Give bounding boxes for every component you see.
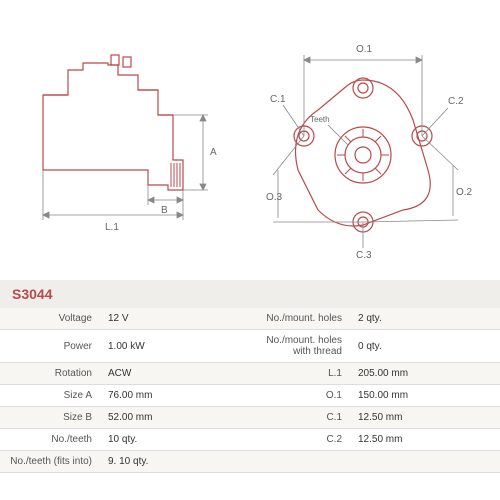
spec-label: C.2 — [250, 429, 350, 451]
spec-value: 12.50 mm — [350, 429, 500, 451]
spec-value: 2 qty. — [350, 308, 500, 330]
spec-value: 52.00 mm — [100, 407, 250, 429]
dim-label-C1: C.1 — [270, 94, 286, 105]
spec-label: O.1 — [250, 385, 350, 407]
spec-row: Voltage12 VNo./mount. holes2 qty. — [0, 308, 500, 330]
spec-value: 12 V — [100, 308, 250, 330]
spec-label: No./teeth (fits into) — [0, 451, 100, 473]
dim-label-teeth: Teeth — [310, 115, 330, 124]
spec-value: 205.00 mm — [350, 363, 500, 385]
spec-table: Voltage12 VNo./mount. holes2 qty.Power1.… — [0, 308, 500, 473]
spec-row: Power1.00 kWNo./mount. holes with thread… — [0, 330, 500, 363]
spec-row: No./teeth (fits into)9. 10 qty. — [0, 451, 500, 473]
spec-row: Size A76.00 mmO.1150.00 mm — [0, 385, 500, 407]
dim-label-O1: O.1 — [356, 44, 373, 55]
spec-value: 76.00 mm — [100, 385, 250, 407]
dim-label-B: B — [161, 205, 168, 216]
side-view-drawing: L.1 B A — [23, 35, 223, 255]
drawings-area: L.1 B A — [0, 0, 500, 280]
spec-label: No./mount. holes with thread — [250, 330, 350, 363]
spec-row: Size B52.00 mmC.112.50 mm — [0, 407, 500, 429]
spec-value: 150.00 mm — [350, 385, 500, 407]
spec-label: L.1 — [250, 363, 350, 385]
spec-value: 0 qty. — [350, 330, 500, 363]
part-code: S3044 — [0, 280, 500, 308]
spec-row: No./teeth10 qty.C.212.50 mm — [0, 429, 500, 451]
spec-value: 9. 10 qty. — [100, 451, 250, 473]
dim-label-C3: C.3 — [356, 250, 372, 260]
spec-value: 12.50 mm — [350, 407, 500, 429]
spec-row: RotationACWL.1205.00 mm — [0, 363, 500, 385]
dim-label-L1: L.1 — [105, 222, 119, 233]
dim-label-C2: C.2 — [448, 96, 464, 107]
spec-value: ACW — [100, 363, 250, 385]
spec-label: No./teeth — [0, 429, 100, 451]
spec-value: 1.00 kW — [100, 330, 250, 363]
spec-label — [250, 451, 350, 473]
spec-label: Size A — [0, 385, 100, 407]
spec-label: No./mount. holes — [250, 308, 350, 330]
spec-label: Voltage — [0, 308, 100, 330]
spec-label: Size B — [0, 407, 100, 429]
spec-value — [350, 451, 500, 473]
spec-value: 10 qty. — [100, 429, 250, 451]
dim-label-O3: O.3 — [266, 192, 283, 203]
spec-label: Power — [0, 330, 100, 363]
dim-label-O2: O.2 — [456, 187, 473, 198]
spec-label: Rotation — [0, 363, 100, 385]
dim-label-A: A — [210, 147, 217, 158]
spec-label: C.1 — [250, 407, 350, 429]
front-view-drawing: O.1 O.2 O.3 C.1 C.2 C.3 Teeth — [248, 30, 478, 260]
